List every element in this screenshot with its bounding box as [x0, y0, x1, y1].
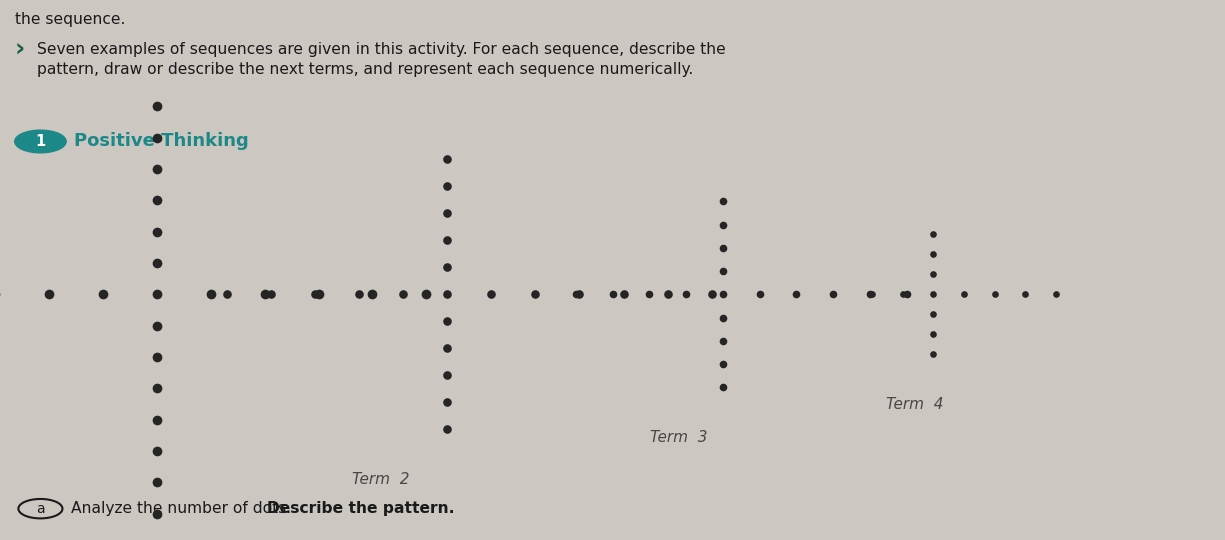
Text: Positive Thinking: Positive Thinking [74, 132, 249, 151]
Text: ›: › [15, 38, 24, 62]
Text: Term  4: Term 4 [887, 397, 943, 413]
Text: Seven examples of sequences are given in this activity. For each sequence, descr: Seven examples of sequences are given in… [37, 42, 725, 57]
Text: Analyze the number of dots.: Analyze the number of dots. [71, 501, 296, 516]
Text: pattern, draw or describe the next terms, and represent each sequence numericall: pattern, draw or describe the next terms… [37, 62, 693, 77]
Text: a: a [36, 502, 45, 516]
Text: the sequence.: the sequence. [15, 12, 125, 27]
Circle shape [15, 130, 66, 153]
Text: Term  2: Term 2 [353, 472, 409, 488]
Text: Term  3: Term 3 [650, 430, 707, 445]
Text: 1: 1 [36, 134, 45, 149]
Text: Describe the pattern.: Describe the pattern. [267, 501, 454, 516]
